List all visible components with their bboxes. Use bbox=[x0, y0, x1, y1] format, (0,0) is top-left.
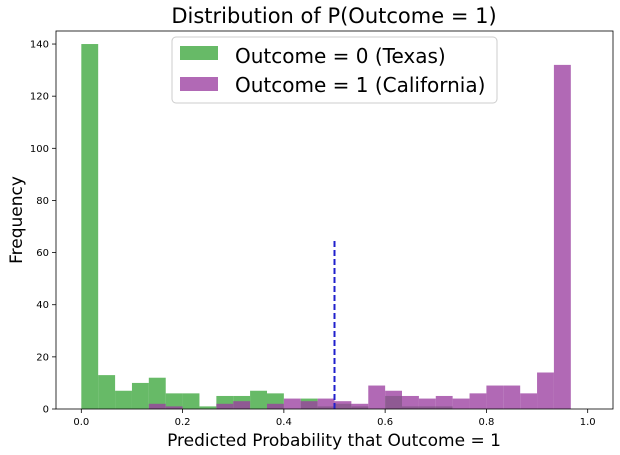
chart-title: Distribution of P(Outcome = 1) bbox=[171, 4, 496, 28]
bar-series1-bin15 bbox=[334, 401, 352, 409]
bar-series1-bin5 bbox=[165, 406, 183, 409]
y-tick-label: 80 bbox=[36, 196, 49, 207]
bar-series1-bin18 bbox=[385, 390, 402, 409]
bar-series1-bin25 bbox=[503, 385, 521, 409]
x-tick-label: 0.6 bbox=[377, 417, 393, 428]
bar-series1-bin8 bbox=[216, 403, 234, 409]
bar-series1-bin22 bbox=[452, 398, 470, 409]
x-tick-label: 0.8 bbox=[478, 417, 494, 428]
bar-series0-bin7 bbox=[199, 406, 217, 409]
bar-series0-bin5 bbox=[165, 393, 183, 409]
x-axis-ticks: 0.0 0.2 0.4 0.6 0.8 1.0 bbox=[73, 409, 596, 428]
bar-series0-bin6 bbox=[182, 393, 200, 409]
y-tick-label: 60 bbox=[36, 248, 49, 259]
bar-series0-bin4 bbox=[148, 377, 166, 409]
bar-series0-bin1 bbox=[98, 375, 116, 409]
bar-series1-bin12 bbox=[283, 398, 301, 409]
y-tick-label: 40 bbox=[36, 300, 49, 311]
bar-series0-bin10 bbox=[250, 390, 268, 409]
x-tick-label: 0.4 bbox=[276, 417, 292, 428]
bar-series0-bin2 bbox=[115, 390, 132, 409]
bar-series1-bin27 bbox=[537, 372, 554, 409]
bar-series1-bin23 bbox=[469, 393, 487, 409]
bar-series1-bin20 bbox=[418, 398, 436, 409]
bar-series1-bin24 bbox=[486, 385, 504, 409]
bar-series1-bin4 bbox=[148, 403, 166, 409]
legend-box bbox=[171, 36, 498, 104]
bar-series1-bin11 bbox=[267, 403, 284, 409]
bar-series0-bin0 bbox=[81, 44, 99, 409]
y-tick-label: 140 bbox=[30, 40, 49, 51]
bar-series1-bin9 bbox=[233, 401, 251, 409]
bar-series1-bin21 bbox=[435, 395, 453, 409]
bar-series1-bin17 bbox=[368, 385, 386, 409]
legend: Outcome = 0 (Texas) Outcome = 1 (Califor… bbox=[171, 36, 498, 104]
bar-series1-bin14 bbox=[317, 398, 335, 409]
x-tick-label: 1.0 bbox=[580, 417, 596, 428]
y-tick-label: 0 bbox=[43, 405, 49, 416]
x-tick-label: 0.0 bbox=[73, 417, 89, 428]
bar-series0-bin3 bbox=[131, 382, 149, 409]
series-california-bars bbox=[148, 64, 571, 410]
bar-series1-bin16 bbox=[351, 403, 369, 409]
y-axis-label: Frequency bbox=[7, 176, 27, 264]
bar-series1-bin13 bbox=[300, 401, 318, 409]
y-tick-label: 100 bbox=[30, 144, 49, 155]
x-axis-label: Predicted Probability that Outcome = 1 bbox=[167, 431, 501, 451]
y-tick-label: 120 bbox=[30, 92, 49, 103]
y-tick-label: 20 bbox=[36, 352, 49, 363]
bar-series1-bin28 bbox=[553, 64, 571, 410]
legend-label-california: Outcome = 1 (California) bbox=[235, 73, 485, 97]
legend-label-texas: Outcome = 0 (Texas) bbox=[235, 44, 446, 68]
y-axis-ticks: 0 20 40 60 80 100 120 140 bbox=[30, 40, 56, 416]
plot-border bbox=[55, 30, 614, 410]
legend-swatch-california bbox=[180, 77, 218, 91]
x-tick-label: 0.2 bbox=[175, 417, 191, 428]
bar-series1-bin26 bbox=[520, 393, 538, 409]
legend-swatch-texas bbox=[180, 46, 218, 60]
bar-series1-bin19 bbox=[401, 395, 419, 409]
